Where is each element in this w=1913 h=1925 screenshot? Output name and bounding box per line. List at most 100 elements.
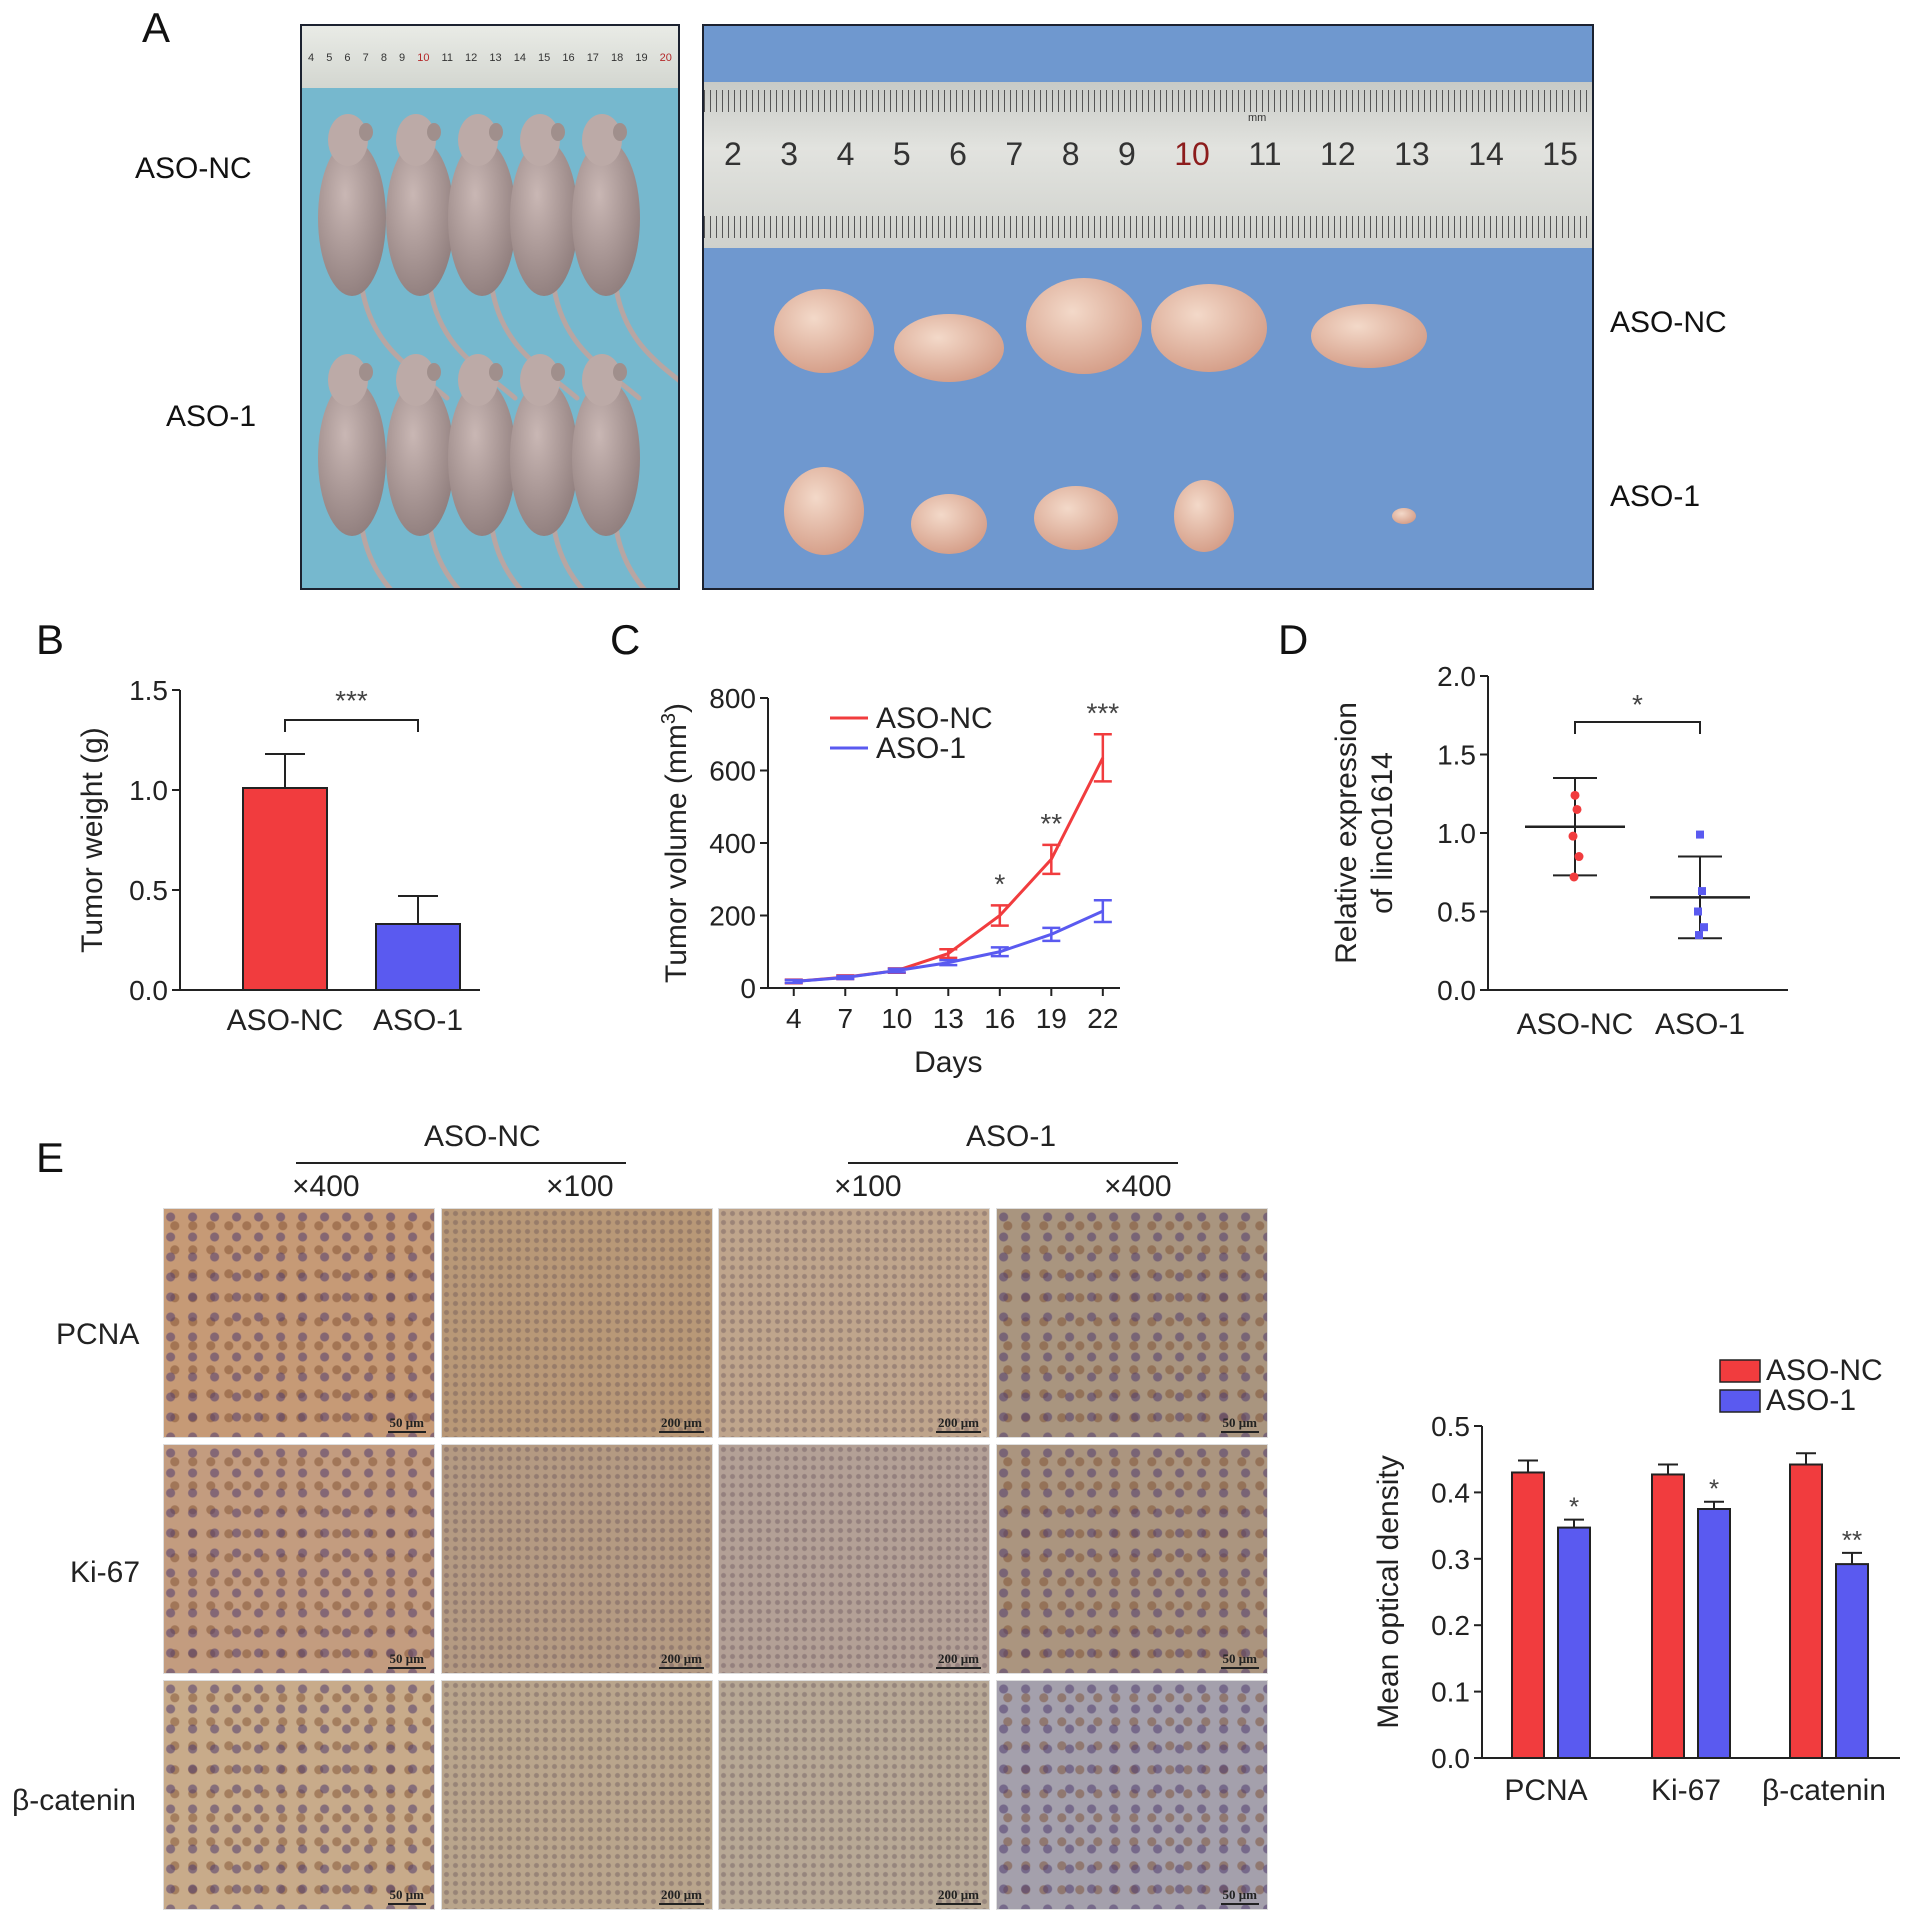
- row-label-pcna: PCNA: [56, 1318, 140, 1351]
- tumor-aso-1: [1174, 480, 1234, 552]
- chart-e-optical-density: 0.0 0.1 0.2 0.3 0.4 0.5 * PCNA * Ki-67 ** β-catenin…: [1372, 1354, 1900, 1807]
- scale-bar-label: 50 μm: [1220, 1415, 1259, 1433]
- row-label-beta-catenin: β-catenin: [12, 1784, 136, 1817]
- chart-e-x-tick-label: PCNA: [1504, 1774, 1587, 1807]
- chart-b-significance-bracket: [284, 719, 419, 732]
- mouse-tail: [551, 525, 585, 588]
- ruler-left-tick: 16: [562, 52, 575, 64]
- ruler-left-tick: 6: [344, 52, 351, 64]
- chart-e-x-tick-label: β-catenin: [1762, 1774, 1886, 1807]
- mouse-head: [582, 354, 622, 406]
- chart-b-tumor-weight: 0.0 0.5 1.0 1.5 ASO-NC ASO-1 *** Tumor weight (…: [76, 675, 480, 1037]
- ruler-right-tick: 15: [1542, 136, 1578, 172]
- mouse-ear: [359, 123, 373, 141]
- magnification-3: ×100: [834, 1170, 902, 1203]
- mouse-tail: [427, 525, 461, 588]
- mouse-body: [448, 380, 516, 536]
- chart-d-ylabel-line1: Relative expression: [1330, 702, 1363, 964]
- ruler-left-tick: 10: [417, 52, 430, 64]
- chart-e-y-tick-label: 0.1: [1431, 1677, 1470, 1708]
- ruler-left-tick: 12: [465, 52, 478, 64]
- ruler-left-tick: 4: [308, 52, 315, 64]
- chart-c-y-tick-label: 600: [709, 756, 756, 787]
- tumors-photo-ruler: mm 2 3 4 5 6 7 8 9 10 11 12 13 14 15: [704, 82, 1592, 248]
- ruler-right-tick: 6: [949, 136, 967, 172]
- chart-d-relative-expression: 0.0 0.5 1.0 1.5 2.0 ASO-NC ASO-1 * Relative expr…: [1330, 661, 1788, 1041]
- panel-a-left-label-aso-nc: ASO-NC: [135, 152, 252, 185]
- micrograph-pcna-1: 50 μm: [163, 1208, 435, 1438]
- chart-d-y-tick-label: 1.5: [1437, 740, 1476, 771]
- mouse-tail: [359, 525, 393, 588]
- ruler-right-ticks: 2 3 4 5 6 7 8 9 10 11 12 13 14 15: [724, 136, 1578, 173]
- chart-e-x-tick-label: Ki-67: [1651, 1774, 1721, 1807]
- tumor-aso-1: [1392, 508, 1416, 524]
- tumor-aso-nc: [1151, 284, 1267, 372]
- mouse-tail: [613, 525, 647, 588]
- chart-e-y-tick-label: 0.4: [1431, 1477, 1470, 1508]
- ruler-left-tick: 5: [326, 52, 333, 64]
- ruler-left-tick: 18: [611, 52, 624, 64]
- ruler-right-tick: 4: [836, 136, 855, 172]
- chart-e-significance: *: [1569, 1492, 1579, 1522]
- chart-e-legend-swatch: [1719, 1389, 1761, 1413]
- chart-b-bar: [375, 923, 461, 991]
- ruler-tick-strip-top: [704, 90, 1592, 112]
- scale-bar-label: 200 μm: [659, 1887, 704, 1905]
- chart-e-significance: *: [1709, 1474, 1719, 1504]
- mice-photo: 4 5 6 7 8 9 10 11 12 13 14 15 16 17 18 19 20: [300, 24, 680, 590]
- mouse-tail: [489, 285, 580, 401]
- group-label-aso-1: ASO-1: [966, 1120, 1057, 1153]
- mouse-ear: [359, 363, 373, 381]
- chart-c-y-tick-label: 800: [709, 683, 756, 714]
- mouse-body: [572, 140, 640, 296]
- chart-d-y-tick-label: 0.5: [1437, 897, 1476, 928]
- chart-b-x-tick-label: ASO-NC: [227, 1004, 344, 1037]
- micrograph-ki67-3: 200 μm: [718, 1444, 990, 1674]
- ruler-left-tick: 9: [399, 52, 406, 64]
- chart-d-ylabel-line2: of linc01614: [1366, 752, 1399, 914]
- scale-bar-label: 200 μm: [659, 1415, 704, 1433]
- micrograph-pcna-3: 200 μm: [718, 1208, 990, 1438]
- chart-b-x-tick-label: ASO-1: [373, 1004, 463, 1037]
- chart-d-point: [1569, 872, 1579, 882]
- panel-a-right-label-aso-1: ASO-1: [1610, 480, 1701, 513]
- scale-bar-label: 50 μm: [1220, 1887, 1259, 1905]
- chart-c-ylabel-sup: 3: [658, 713, 680, 724]
- chart-d-point: [1698, 887, 1706, 896]
- chart-e-legend-swatch: [1719, 1359, 1761, 1383]
- chart-c-y-tick-label: 200: [709, 901, 756, 932]
- ruler-left-tick: 14: [513, 52, 526, 64]
- ruler-right-tick: 7: [1005, 136, 1024, 172]
- ruler-right-tick: 12: [1320, 136, 1356, 172]
- mouse-ear: [613, 363, 627, 381]
- scale-bar-label: 50 μm: [387, 1887, 426, 1905]
- chart-d-y-tick-label: 0.0: [1437, 975, 1476, 1006]
- chart-e-y-tick-label: 0.5: [1431, 1411, 1470, 1442]
- micrograph-catenin-2: 200 μm: [441, 1680, 713, 1910]
- mouse-ear: [613, 123, 627, 141]
- chart-e-bar: [1511, 1471, 1545, 1759]
- mouse-ear: [427, 123, 441, 141]
- ruler-left-tick: 13: [489, 52, 502, 64]
- ruler-left-tick: 19: [635, 52, 648, 64]
- chart-d-y-tick-label: 1.0: [1437, 818, 1476, 849]
- mouse-head: [458, 114, 498, 166]
- micrograph-catenin-1: 50 μm: [163, 1680, 435, 1910]
- mouse-tail: [613, 285, 678, 383]
- mouse-body: [386, 140, 454, 296]
- panel-letter-e: E: [36, 1134, 65, 1181]
- chart-d-point: [1574, 852, 1584, 862]
- panel-letter-c: C: [610, 616, 641, 663]
- chart-b-y-tick-label: 0.0: [129, 975, 168, 1006]
- chart-c-series-line-0: [793, 757, 1105, 983]
- mouse-head: [458, 354, 498, 406]
- chart-b-y-tick-label: 0.5: [129, 875, 168, 906]
- chart-e-bar: [1697, 1508, 1731, 1759]
- scale-bar-label: 200 μm: [936, 1415, 981, 1433]
- scale-bar-label: 50 μm: [1220, 1651, 1259, 1669]
- mouse-ear: [427, 363, 441, 381]
- scale-bar-label: 50 μm: [387, 1415, 426, 1433]
- chart-b-y-tick-label: 1.0: [129, 775, 168, 806]
- panel-letter-a: A: [142, 4, 171, 51]
- chart-e-y-tick-label: 0.0: [1431, 1743, 1470, 1774]
